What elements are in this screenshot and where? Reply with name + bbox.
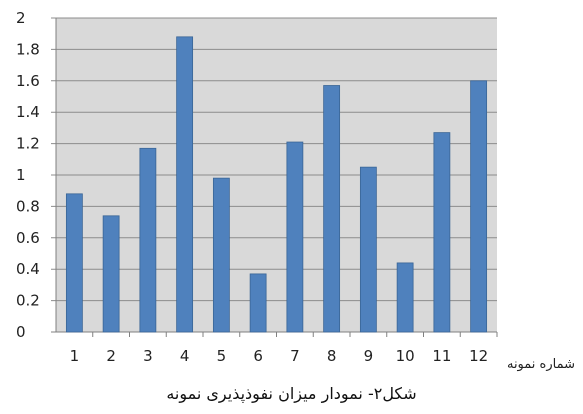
x-tick-label: 3 <box>143 347 153 365</box>
y-tick-label: 1.4 <box>16 103 40 121</box>
x-tick-label: 11 <box>432 347 451 365</box>
x-tick-label: 12 <box>469 347 488 365</box>
figure-caption: شکل۲- نمودار میزان نفوذپذیری نمونه <box>166 384 417 403</box>
bar <box>396 262 414 333</box>
y-tick-label: 0.2 <box>16 292 40 310</box>
bar <box>286 141 304 333</box>
y-tick-label: 0 <box>16 323 26 341</box>
y-axis-ticks: 0 0.2 0.4 0.6 0.8 1 1.2 1.4 1.6 1.8 2 <box>16 9 40 341</box>
bar <box>212 177 230 333</box>
x-axis-ticks: 1 2 3 4 5 6 7 8 9 10 11 12 <box>70 332 498 365</box>
y-tick-label: 2 <box>16 9 26 27</box>
y-tick-label: 1.8 <box>16 40 40 58</box>
bar <box>323 85 341 333</box>
x-tick-label: 6 <box>253 347 263 365</box>
bar <box>470 80 488 333</box>
x-tick-label: 5 <box>217 347 227 365</box>
x-tick-label: 4 <box>180 347 190 365</box>
bar <box>65 193 83 333</box>
plot-area <box>51 17 497 333</box>
bar <box>359 166 377 333</box>
x-axis-title: شماره نمونه <box>506 357 575 372</box>
bar <box>102 215 120 333</box>
x-tick-label: 9 <box>364 347 374 365</box>
x-tick-label: 7 <box>290 347 300 365</box>
bar <box>176 36 194 333</box>
bars <box>65 36 488 333</box>
y-tick-label: 0.6 <box>16 229 40 247</box>
y-tick-label: 0.8 <box>16 197 40 215</box>
x-tick-label: 2 <box>106 347 116 365</box>
bar <box>139 147 157 333</box>
y-tick-label: 1.6 <box>16 72 40 90</box>
x-tick-label: 10 <box>396 347 415 365</box>
y-tick-label: 0.4 <box>16 260 40 278</box>
bar <box>433 132 451 333</box>
y-tick-label: 1 <box>16 166 26 184</box>
x-tick-label: 1 <box>70 347 80 365</box>
bar <box>249 273 267 333</box>
x-tick-label: 8 <box>327 347 337 365</box>
y-tick-label: 1.2 <box>16 135 40 153</box>
